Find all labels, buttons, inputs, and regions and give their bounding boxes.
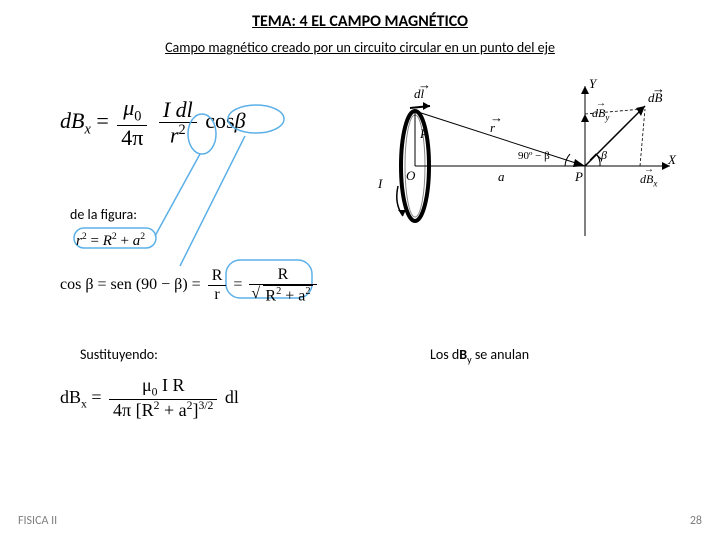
- eq3-R3: R: [265, 287, 276, 304]
- eq4-4pi: 4π: [113, 400, 131, 420]
- diag-a: a: [498, 169, 505, 185]
- eq4-R2: R: [142, 400, 154, 420]
- eq3-eq1: =: [93, 276, 110, 293]
- eq2-plus: +: [117, 233, 133, 249]
- eq3-R1: R: [208, 267, 227, 286]
- label-sustituyendo: Sustituyendo:: [80, 346, 158, 363]
- eq2-a2: 2: [140, 231, 145, 242]
- eq3-r1: r: [208, 286, 227, 304]
- eq3-eq2: =: [188, 276, 205, 293]
- footer-page-number: 28: [690, 514, 702, 528]
- eq4-exp: 3/2: [198, 399, 213, 412]
- eq3-paren: (90 − β): [136, 276, 188, 293]
- eq3-asup: 2: [305, 286, 310, 297]
- label-anulan: Los dBy se anulan: [430, 346, 529, 366]
- diag-dBy: →dBy: [592, 106, 609, 122]
- circular-loop-diagram: I R O a P Y X →r →dl →dB →dBy →dBx 90º −…: [370, 76, 680, 246]
- eq3-sen: sen: [111, 276, 136, 293]
- diag-dlvec: →dl: [414, 86, 424, 102]
- content-area: dBx = μ0 4π I dl r2 cosβ de la figura: r…: [0, 56, 720, 486]
- diag-O: O: [406, 168, 415, 184]
- diag-R: R: [420, 126, 428, 142]
- diag-Y: Y: [589, 76, 596, 92]
- eq3-plus: +: [281, 287, 298, 304]
- page-subtitle: Campo magnético creado por un circuito c…: [0, 39, 720, 56]
- eq3-cos: cos: [60, 276, 85, 293]
- anulan-post: se anulan: [472, 346, 529, 363]
- anulan-pre: Los d: [430, 346, 459, 363]
- equation-cosbeta: cos β = sen (90 − β) = Rr = R R2 + a2: [60, 266, 320, 305]
- eq4-B: B: [69, 387, 81, 407]
- eq2-eq: =: [87, 233, 103, 249]
- diag-dBx: →dBx: [640, 172, 657, 188]
- diag-P: P: [575, 169, 583, 185]
- eq4-I: I: [162, 375, 168, 395]
- page-title: TEMA: 4 EL CAMPO MAGNÉTICO: [0, 0, 720, 31]
- eq4-plus: +: [159, 400, 178, 420]
- anulan-b: B: [459, 346, 467, 363]
- eq4-eq: =: [87, 387, 106, 407]
- eq3-R2: R: [249, 266, 316, 285]
- eq4-mu: μ: [142, 375, 152, 395]
- eq3-eq3: =: [233, 276, 246, 293]
- label-delafigura: de la figura:: [70, 206, 137, 223]
- eq4-a: a: [179, 400, 187, 420]
- diag-dB: →dB: [648, 90, 662, 106]
- eq2-R: R: [103, 233, 112, 249]
- diag-rvec: →r: [490, 120, 495, 136]
- eq4-dl: dl: [225, 387, 239, 407]
- diag-X: X: [668, 152, 676, 168]
- equation-final: dBx = μ0 I R 4π [R2 + a2]3/2 dl: [60, 376, 239, 421]
- equation-r2: r2 = R2 + a2: [76, 231, 145, 250]
- diag-I: I: [378, 176, 382, 192]
- footer-course: FISICA II: [18, 514, 57, 528]
- eq4-d: d: [60, 387, 69, 407]
- diag-angle90b: 90º − β: [518, 150, 550, 162]
- eq4-musub: 0: [152, 386, 158, 399]
- diag-beta: β: [601, 148, 607, 163]
- eq4-R: R: [172, 375, 184, 395]
